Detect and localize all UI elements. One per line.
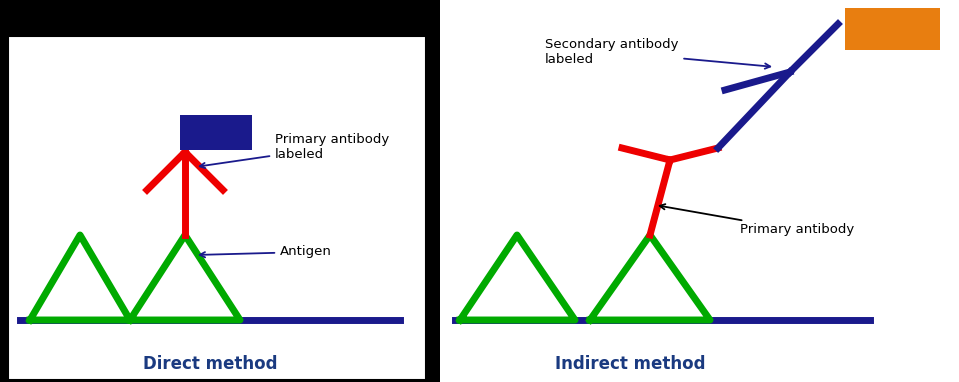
FancyBboxPatch shape [8, 36, 426, 380]
Text: Direct method: Direct method [143, 355, 277, 373]
FancyBboxPatch shape [180, 115, 252, 150]
Text: Primary antibody: Primary antibody [660, 204, 854, 236]
Text: Antigen: Antigen [199, 246, 332, 259]
Text: Secondary antibody
labeled: Secondary antibody labeled [545, 38, 770, 69]
FancyBboxPatch shape [845, 8, 940, 50]
Text: Indirect method: Indirect method [554, 355, 705, 373]
FancyBboxPatch shape [440, 0, 959, 382]
Text: Primary antibody
labeled: Primary antibody labeled [199, 133, 389, 168]
